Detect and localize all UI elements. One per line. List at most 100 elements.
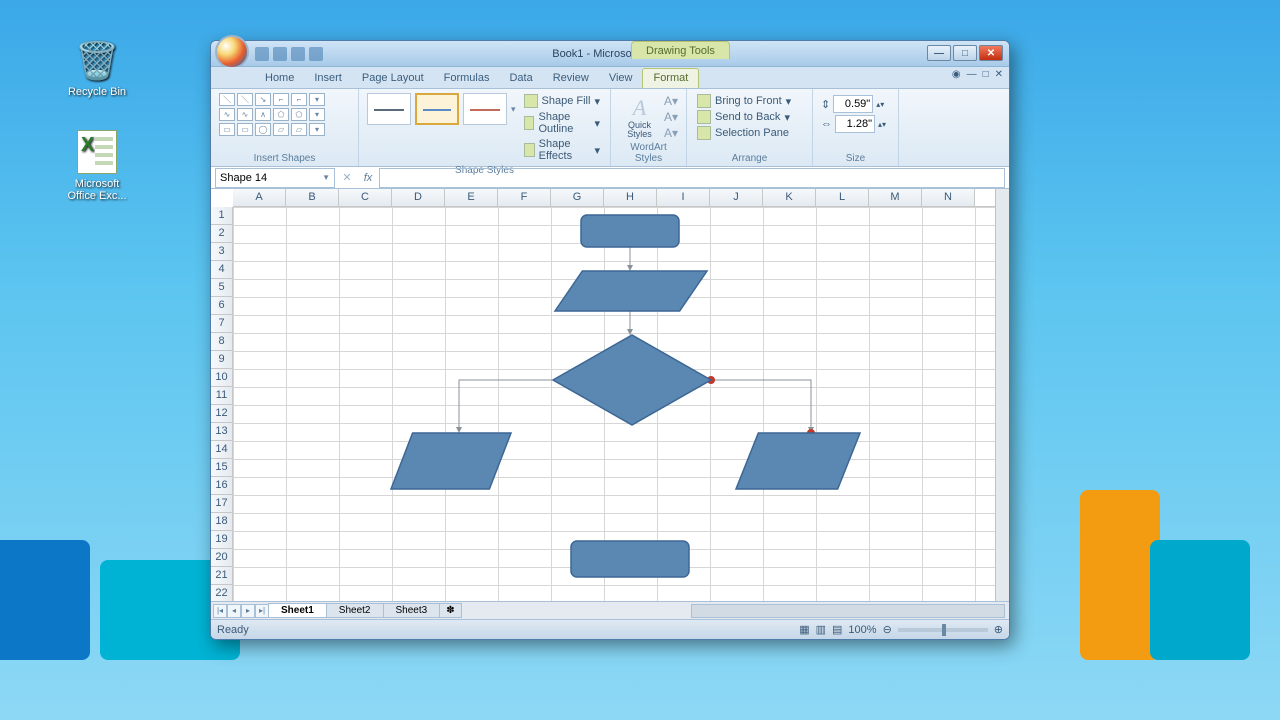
shape-fill-button[interactable]: Shape Fill ▾ <box>522 93 602 109</box>
column-header[interactable]: L <box>816 189 869 206</box>
minimize-button[interactable]: — <box>927 45 951 61</box>
titlebar[interactable]: Book1 - Microsoft Excel Drawing Tools — … <box>211 41 1009 67</box>
sheet-tab-3[interactable]: Sheet3 <box>383 603 441 618</box>
fx-icon[interactable]: fx <box>357 172 379 184</box>
view-layout-icon[interactable]: ▥ <box>816 623 826 636</box>
tab-insert[interactable]: Insert <box>304 69 352 88</box>
tab-formulas[interactable]: Formulas <box>434 69 500 88</box>
text-fill-icon[interactable]: A▾ <box>664 94 678 108</box>
name-box[interactable]: Shape 14▼ <box>215 168 335 188</box>
flowchart-diamond[interactable] <box>553 335 711 425</box>
row-header[interactable]: 19 <box>211 531 233 549</box>
sheet-nav-last[interactable]: ▸| <box>255 604 269 618</box>
view-normal-icon[interactable]: ▦ <box>799 623 809 636</box>
desktop-icon-excel[interactable]: Microsoft Office Exc... <box>60 130 134 202</box>
flowchart-terminator[interactable] <box>571 541 689 577</box>
row-header[interactable]: 14 <box>211 441 233 459</box>
column-header[interactable]: I <box>657 189 710 206</box>
tab-format[interactable]: Format <box>642 68 699 88</box>
column-header[interactable]: N <box>922 189 975 206</box>
desktop-icon-recycle-bin[interactable]: 🗑️ Recycle Bin <box>60 40 134 98</box>
flowchart-terminator[interactable] <box>581 215 679 247</box>
flowchart-canvas[interactable] <box>233 207 995 601</box>
zoom-level[interactable]: 100% <box>848 624 876 636</box>
row-header[interactable]: 11 <box>211 387 233 405</box>
zoom-out-button[interactable]: ⊖ <box>883 623 892 636</box>
style-gallery[interactable]: ▾ <box>367 93 516 125</box>
shape-height-input[interactable] <box>833 95 873 113</box>
row-header[interactable]: 7 <box>211 315 233 333</box>
shapes-gallery[interactable]: ＼＼↘⌐⌐▾ ∿∿∧⬠⬠▾ ▭▭◯▱▱▾ <box>219 93 350 136</box>
mdi-min-icon[interactable]: — <box>967 69 977 80</box>
row-header[interactable]: 1 <box>211 207 233 225</box>
bring-to-front-button[interactable]: Bring to Front ▾ <box>695 93 804 109</box>
quick-access-toolbar[interactable] <box>255 47 323 61</box>
chevron-down-icon[interactable]: ▼ <box>322 173 330 182</box>
column-header[interactable]: B <box>286 189 339 206</box>
send-to-back-button[interactable]: Send to Back ▾ <box>695 109 804 125</box>
row-header[interactable]: 8 <box>211 333 233 351</box>
row-header[interactable]: 21 <box>211 567 233 585</box>
connector[interactable] <box>459 380 553 433</box>
row-header[interactable]: 15 <box>211 459 233 477</box>
tab-page-layout[interactable]: Page Layout <box>352 69 434 88</box>
horizontal-scrollbar[interactable] <box>691 604 1005 618</box>
column-header[interactable]: K <box>763 189 816 206</box>
row-header[interactable]: 2 <box>211 225 233 243</box>
tab-data[interactable]: Data <box>499 69 542 88</box>
help-icon[interactable]: ◉ <box>952 69 961 80</box>
cancel-icon[interactable]: ✕ <box>337 171 357 184</box>
mdi-close-icon[interactable]: ✕ <box>995 69 1003 80</box>
formula-input[interactable] <box>379 168 1005 188</box>
office-button[interactable] <box>215 35 249 69</box>
zoom-slider[interactable] <box>898 628 988 632</box>
row-header[interactable]: 13 <box>211 423 233 441</box>
row-header[interactable]: 4 <box>211 261 233 279</box>
row-header[interactable]: 17 <box>211 495 233 513</box>
column-headers[interactable]: ABCDEFGHIJKLMN <box>233 189 995 207</box>
column-header[interactable]: E <box>445 189 498 206</box>
connector[interactable] <box>711 380 811 433</box>
maximize-button[interactable]: □ <box>953 45 977 61</box>
row-header[interactable]: 20 <box>211 549 233 567</box>
view-pagebreak-icon[interactable]: ▤ <box>832 623 842 636</box>
vertical-scrollbar[interactable] <box>995 189 1009 601</box>
row-header[interactable]: 10 <box>211 369 233 387</box>
text-outline-icon[interactable]: A▾ <box>664 110 678 124</box>
insert-sheet-button[interactable]: ✽ <box>439 603 461 618</box>
sheet-tab-2[interactable]: Sheet2 <box>326 603 384 618</box>
sheet-nav-next[interactable]: ▸ <box>241 604 255 618</box>
quick-styles-button[interactable]: A Quick Styles <box>619 95 660 139</box>
row-headers[interactable]: 12345678910111213141516171819202122 <box>211 207 233 601</box>
row-header[interactable]: 22 <box>211 585 233 601</box>
tab-review[interactable]: Review <box>543 69 599 88</box>
flowchart-parallelogram[interactable] <box>736 433 860 489</box>
mdi-max-icon[interactable]: □ <box>983 69 989 80</box>
column-header[interactable]: A <box>233 189 286 206</box>
selection-pane-button[interactable]: Selection Pane <box>695 125 804 141</box>
flowchart-parallelogram[interactable] <box>555 271 707 311</box>
text-effects-icon[interactable]: A▾ <box>664 126 678 140</box>
column-header[interactable]: G <box>551 189 604 206</box>
sheet-nav-first[interactable]: |◂ <box>213 604 227 618</box>
row-header[interactable]: 6 <box>211 297 233 315</box>
row-header[interactable]: 9 <box>211 351 233 369</box>
flowchart-parallelogram[interactable] <box>391 433 511 489</box>
column-header[interactable]: H <box>604 189 657 206</box>
column-header[interactable]: F <box>498 189 551 206</box>
close-button[interactable]: ✕ <box>979 45 1003 61</box>
sheet-nav-prev[interactable]: ◂ <box>227 604 241 618</box>
column-header[interactable]: C <box>339 189 392 206</box>
tab-home[interactable]: Home <box>255 69 304 88</box>
shape-effects-button[interactable]: Shape Effects ▾ <box>522 137 602 163</box>
sheet-tab-1[interactable]: Sheet1 <box>268 603 327 618</box>
zoom-in-button[interactable]: ⊕ <box>994 623 1003 636</box>
column-header[interactable]: D <box>392 189 445 206</box>
shape-width-input[interactable] <box>835 115 875 133</box>
row-header[interactable]: 16 <box>211 477 233 495</box>
tab-view[interactable]: View <box>599 69 643 88</box>
shape-outline-button[interactable]: Shape Outline ▾ <box>522 110 602 136</box>
column-header[interactable]: M <box>869 189 922 206</box>
column-header[interactable]: J <box>710 189 763 206</box>
worksheet-grid[interactable]: ABCDEFGHIJKLMN 1234567891011121314151617… <box>211 189 1009 601</box>
